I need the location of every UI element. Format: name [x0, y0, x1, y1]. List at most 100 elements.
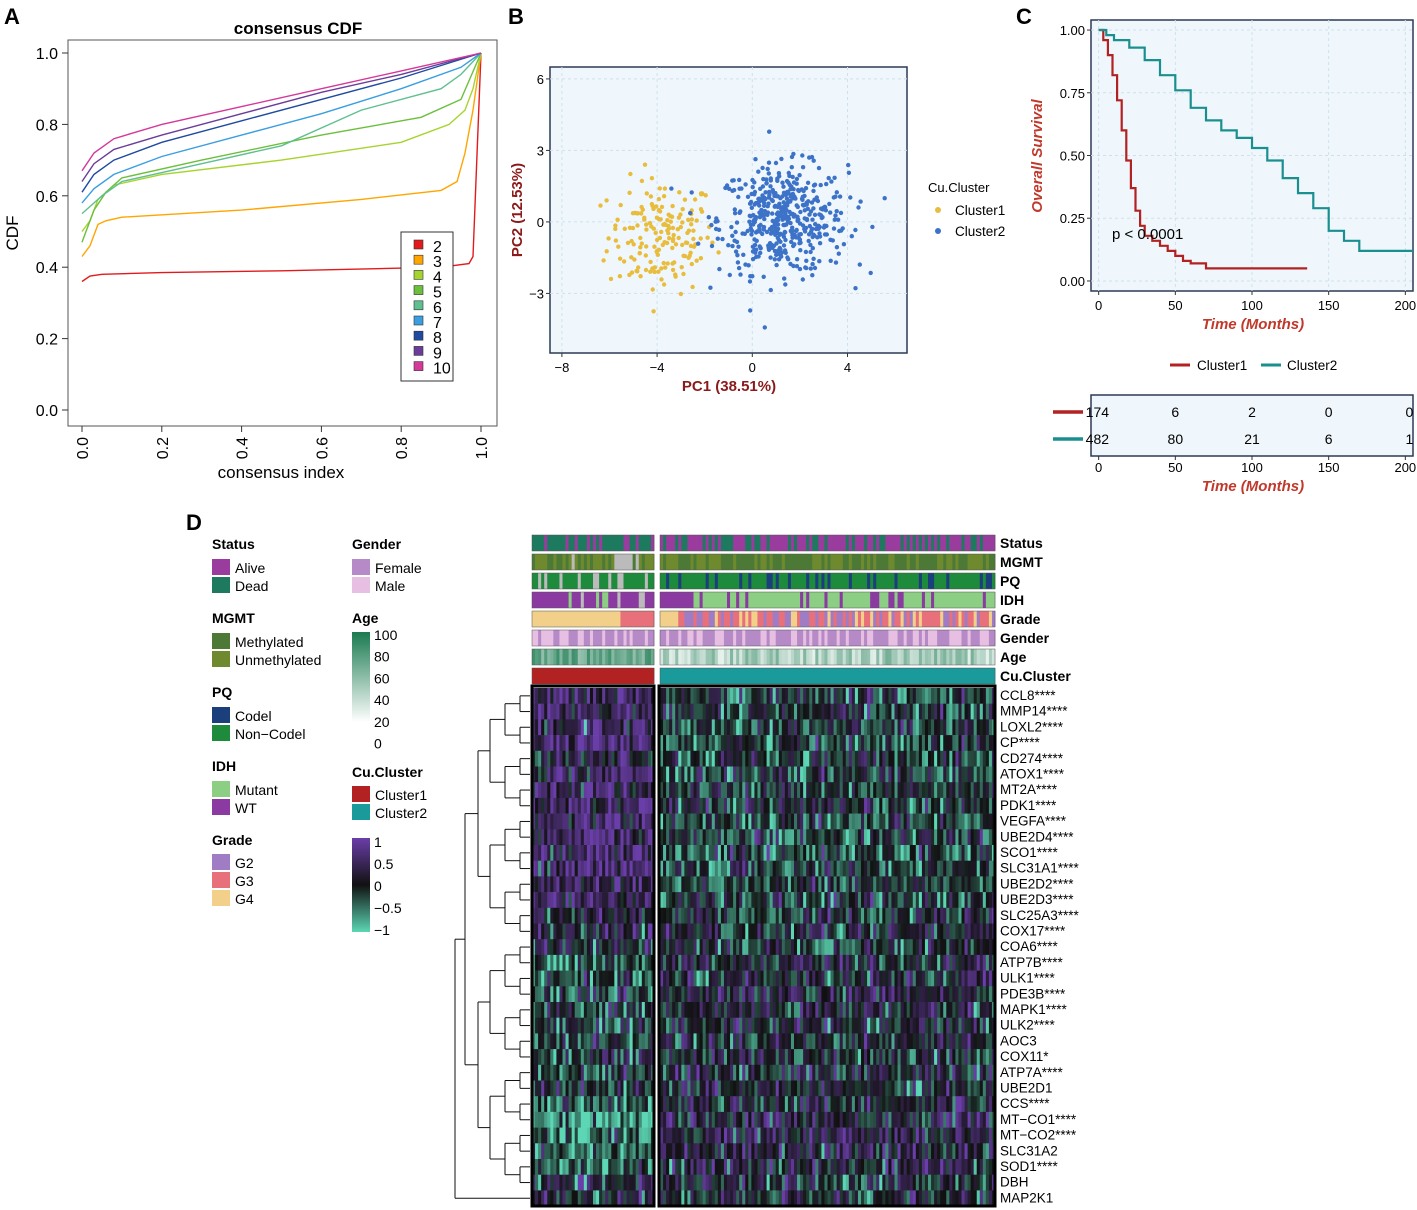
heatmap-cell: [833, 954, 838, 971]
heatmap-cell: [824, 735, 828, 752]
heatmap-cell: [867, 735, 871, 752]
heatmap-cell: [641, 907, 646, 924]
annotation-cell: [885, 535, 889, 551]
heatmap-cell: [937, 782, 941, 799]
annotation-cell: [943, 611, 947, 627]
heatmap-cell: [589, 719, 594, 736]
heatmap-cell: [818, 939, 822, 956]
heatmap-cell: [821, 876, 825, 893]
annotation-frame: [659, 610, 996, 628]
annotation-cell: [824, 630, 828, 646]
annotation-cell: [733, 535, 737, 551]
heatmap-cell: [690, 923, 694, 940]
annotation-cell: [599, 630, 603, 646]
heatmap-cell: [541, 923, 545, 940]
heatmap-cell: [867, 750, 871, 767]
pca-point-cluster2: [804, 216, 810, 222]
heatmap-cell: [854, 939, 859, 956]
heatmap-cell: [967, 860, 972, 877]
heatmap-cell: [571, 813, 576, 830]
annotation-cell: [708, 573, 713, 589]
pca-point-cluster2: [785, 255, 790, 260]
km-curve-cluster1: [1098, 28, 1308, 270]
annotation-cell: [864, 668, 868, 684]
annotation-cell: [638, 554, 643, 570]
heatmap-cell: [931, 782, 935, 799]
annotation-cell: [961, 649, 965, 665]
heatmap-cell: [617, 876, 621, 893]
heatmap-cell: [614, 845, 618, 861]
heatmap-cell: [928, 782, 932, 799]
heatmap-cell: [797, 766, 801, 783]
heatmap-cell: [660, 797, 664, 814]
heatmap-cell: [638, 876, 643, 893]
pca-point-cluster2: [810, 273, 815, 278]
annotation-cell: [602, 668, 606, 684]
heatmap-cell: [924, 892, 929, 909]
annotation-cell: [672, 592, 676, 608]
heatmap-cell: [854, 703, 859, 720]
pca-point-cluster2: [808, 242, 813, 248]
heatmap-cell: [760, 892, 764, 909]
pca-point-cluster2: [828, 210, 833, 215]
pca-point-cluster2: [734, 220, 740, 225]
heatmap-cell: [696, 923, 700, 940]
heatmap-cell: [699, 813, 704, 830]
annotation-cell: [870, 573, 874, 589]
heatmap-cell: [544, 813, 548, 830]
legend-age-tick: 40: [374, 692, 390, 708]
pca-point-cluster2: [788, 199, 793, 204]
heatmap-cell: [964, 892, 968, 909]
annotation-cell: [882, 535, 886, 551]
heatmap-cell: [864, 797, 868, 814]
heatmap-cell: [586, 782, 591, 799]
heatmap-cell: [809, 797, 813, 814]
annotation-cell: [952, 535, 956, 551]
heatmap-cell: [940, 703, 944, 720]
pca-point-cluster2: [749, 205, 754, 210]
heatmap-cell: [605, 735, 609, 752]
annotation-cell: [797, 573, 801, 589]
heatmap-cell: [894, 939, 898, 956]
annotation-cell: [714, 611, 719, 627]
annotation-cell: [784, 592, 789, 608]
annotation-cell: [589, 592, 594, 608]
annotation-cell: [961, 668, 965, 684]
heatmap-cell: [754, 954, 758, 971]
pca-point-cluster2: [788, 261, 793, 267]
heatmap-cell: [821, 892, 825, 909]
heatmap-cell: [626, 813, 630, 830]
heatmap-cell: [924, 766, 929, 783]
heatmap-cell: [693, 813, 697, 830]
annotation-cell: [839, 649, 844, 665]
heatmap-cell: [885, 829, 889, 846]
heatmap-cell: [751, 923, 755, 940]
cdf-legend-swatch-k4: [413, 270, 424, 280]
annotation-cell: [955, 611, 959, 627]
heatmap-cell: [818, 860, 822, 877]
heatmap-cell: [641, 750, 646, 767]
heatmap-cell: [870, 829, 874, 846]
heatmap-cell: [611, 860, 615, 877]
heatmap-cell: [800, 923, 804, 940]
heatmap-cell: [815, 766, 819, 783]
heatmap-cell: [812, 782, 816, 799]
annotation-cell: [593, 573, 597, 589]
heatmap-cell: [690, 860, 694, 877]
heatmap-cell: [763, 703, 767, 720]
heatmap-cell: [800, 797, 804, 814]
annotation-cell: [824, 554, 828, 570]
km-legend-cluster1: Cluster1: [1197, 358, 1247, 373]
annotation-cell: [818, 592, 822, 608]
heatmap-cell: [693, 688, 697, 704]
heatmap-cell: [976, 688, 981, 704]
annotation-cell: [638, 535, 643, 551]
heatmap-cell: [629, 907, 634, 924]
heatmap-cell: [931, 923, 935, 940]
annotation-cell: [626, 592, 630, 608]
annotation-cell: [556, 668, 560, 684]
annotation-cell: [918, 649, 923, 665]
annotation-cell: [629, 573, 634, 589]
heatmap-cell: [583, 829, 588, 846]
heatmap-cell: [565, 907, 569, 924]
